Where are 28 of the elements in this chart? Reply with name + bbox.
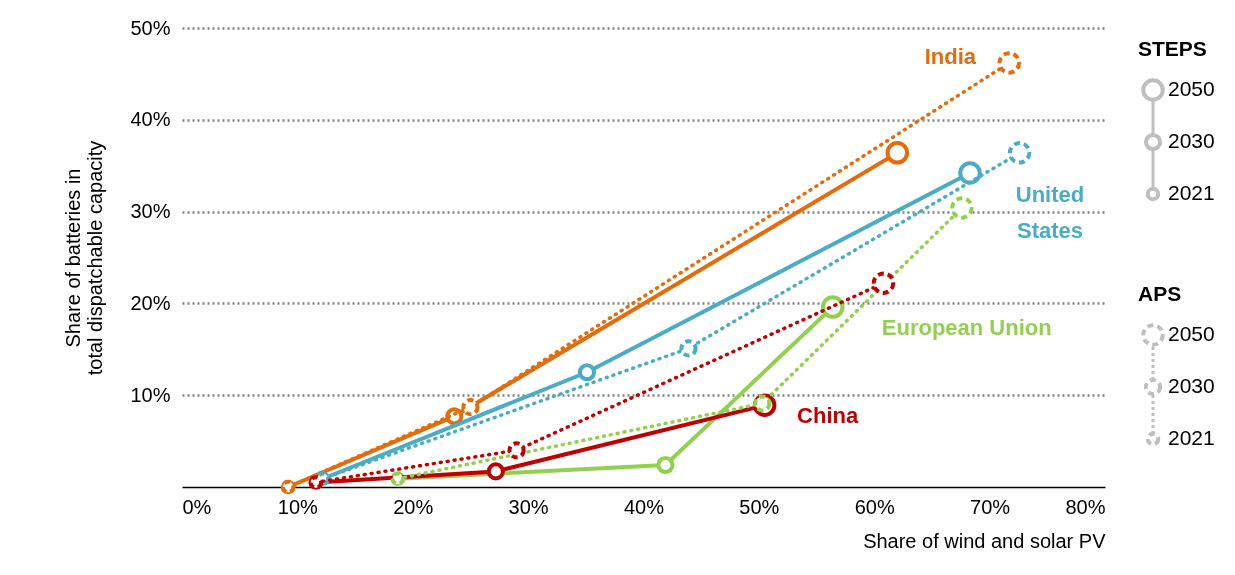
y-tick-label: 10% <box>130 383 171 406</box>
text: 2030 <box>1168 374 1215 397</box>
x-tick-label: 30% <box>508 495 549 518</box>
x-axis-title: Share of wind and solar PV <box>863 529 1107 552</box>
x-tick-label: 70% <box>970 495 1011 518</box>
text: 2021 <box>1168 426 1215 449</box>
y-tick-label: 40% <box>130 108 171 131</box>
x-tick-label: 50% <box>739 495 780 518</box>
x-tick-label: 10% <box>277 495 319 518</box>
y-axis-title: Share of batteries in total dispatchable capacity <box>62 140 107 376</box>
text: 2050 <box>1168 322 1215 345</box>
y-tick-label: 50% <box>130 16 171 39</box>
x-tick-label: 60% <box>854 495 895 518</box>
series-label: European Union <box>881 315 1052 341</box>
x-tick-label: 0% <box>182 495 212 518</box>
text: APS <box>1138 282 1182 305</box>
text: India <box>924 43 977 69</box>
y-tick-label: 20% <box>130 291 171 314</box>
x-tick-label: 20% <box>393 495 434 518</box>
y-tick-label: 30% <box>130 200 171 223</box>
text: 2021 <box>1168 181 1215 204</box>
x-tick-label: 40% <box>623 495 665 518</box>
series-label: United States <box>1015 182 1085 244</box>
x-tick-label: 80% <box>1065 495 1106 518</box>
text: STEPS <box>1138 37 1207 60</box>
text: 2030 <box>1168 129 1215 152</box>
text: 2050 <box>1168 77 1215 100</box>
series-label: China <box>797 403 859 429</box>
